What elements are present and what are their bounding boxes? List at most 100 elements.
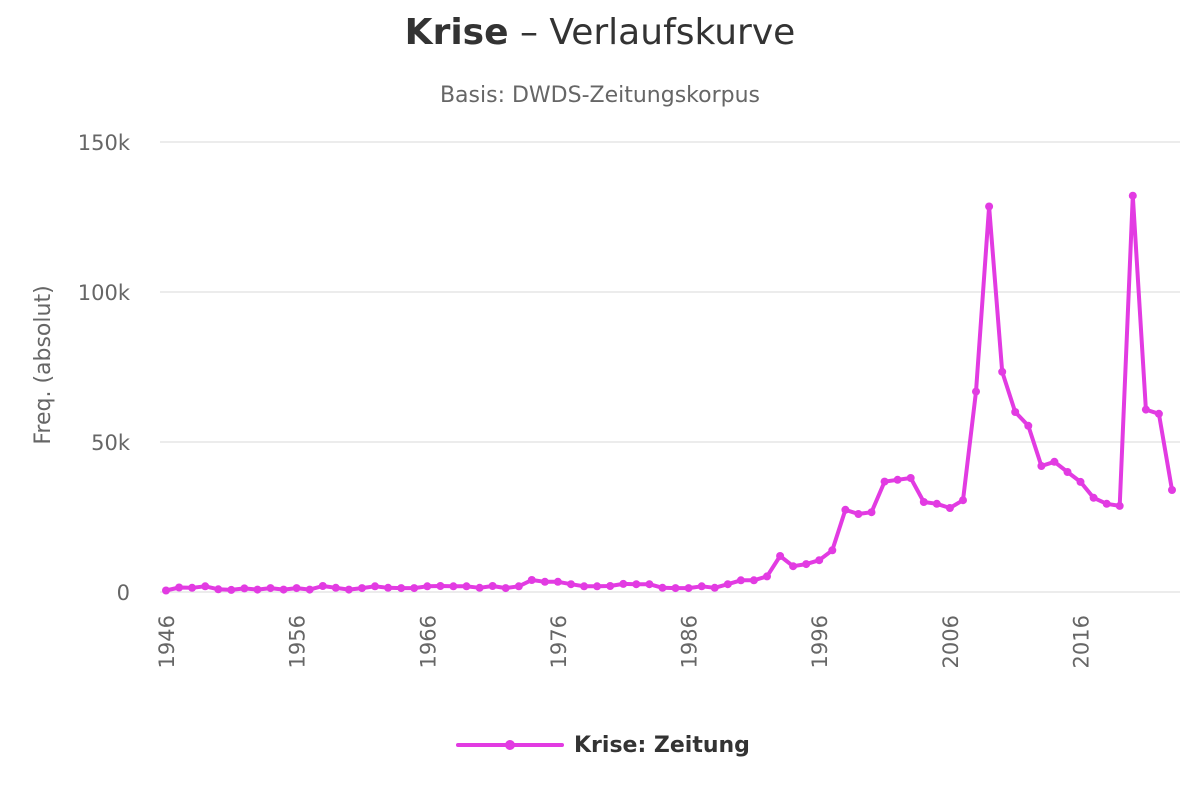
- y-tick-label: 100k: [78, 281, 131, 305]
- data-point[interactable]: [553, 577, 562, 586]
- legend-item[interactable]: Krise: Zeitung: [456, 728, 750, 762]
- data-point[interactable]: [998, 367, 1007, 376]
- y-tick-label: 50k: [91, 431, 131, 455]
- data-point[interactable]: [1050, 457, 1059, 466]
- data-point[interactable]: [1024, 421, 1033, 430]
- x-tick-label: 1946: [155, 615, 179, 668]
- y-axis-tick-labels: 0 50k 100k 150k: [78, 131, 131, 605]
- data-point[interactable]: [384, 583, 393, 592]
- data-point[interactable]: [488, 582, 497, 590]
- data-point[interactable]: [240, 584, 249, 593]
- data-point[interactable]: [1063, 468, 1072, 476]
- data-point[interactable]: [1102, 499, 1111, 508]
- y-axis-label: Freq. (absolut): [31, 285, 56, 444]
- data-point[interactable]: [697, 582, 706, 591]
- data-point[interactable]: [253, 585, 262, 594]
- x-tick-label: 1956: [286, 615, 310, 668]
- data-point[interactable]: [854, 510, 863, 518]
- grid-lines: [160, 141, 1180, 593]
- data-point[interactable]: [763, 572, 771, 581]
- data-point[interactable]: [972, 387, 980, 396]
- data-point[interactable]: [580, 582, 589, 591]
- chart-subtitle: Basis: DWDS-Zeitungskorpus: [439, 83, 761, 108]
- data-point[interactable]: [292, 584, 301, 593]
- data-point[interactable]: [1154, 409, 1163, 418]
- data-point[interactable]: [423, 582, 432, 591]
- data-point[interactable]: [540, 577, 549, 586]
- series-krise-zeitung: [162, 191, 1176, 595]
- data-point[interactable]: [684, 584, 693, 593]
- data-point[interactable]: [397, 584, 406, 593]
- x-tick-label: 2016: [1070, 615, 1094, 668]
- x-tick-label: 2006: [939, 615, 963, 668]
- data-point[interactable]: [736, 576, 745, 585]
- data-point[interactable]: [344, 585, 353, 594]
- y-tick-label: 0: [117, 581, 130, 605]
- legend: Krise: Zeitung: [0, 728, 1200, 762]
- chart-title-suffix: – Verlaufskurve: [508, 12, 796, 53]
- data-point[interactable]: [1141, 405, 1150, 414]
- data-point[interactable]: [985, 202, 994, 211]
- data-point[interactable]: [671, 584, 680, 593]
- data-point[interactable]: [632, 580, 641, 589]
- data-point[interactable]: [802, 560, 811, 569]
- series-line: [164, 193, 1174, 593]
- data-point[interactable]: [867, 508, 876, 517]
- data-point[interactable]: [201, 582, 210, 591]
- data-point[interactable]: [1076, 477, 1085, 486]
- data-point[interactable]: [279, 585, 288, 594]
- data-point[interactable]: [645, 580, 654, 589]
- data-point[interactable]: [723, 580, 732, 589]
- data-point[interactable]: [331, 583, 340, 592]
- data-point[interactable]: [1037, 462, 1046, 470]
- x-tick-label: 1986: [678, 615, 702, 668]
- data-point[interactable]: [906, 474, 915, 482]
- data-point[interactable]: [462, 582, 471, 591]
- data-point[interactable]: [227, 585, 236, 594]
- data-point[interactable]: [266, 584, 275, 593]
- data-point[interactable]: [1115, 501, 1124, 510]
- data-point[interactable]: [318, 582, 327, 590]
- data-point[interactable]: [919, 498, 928, 506]
- data-point[interactable]: [449, 582, 458, 591]
- data-point[interactable]: [606, 582, 615, 590]
- data-point[interactable]: [527, 576, 536, 584]
- data-point[interactable]: [1011, 408, 1020, 416]
- data-point[interactable]: [658, 583, 667, 592]
- data-point[interactable]: [776, 552, 785, 560]
- data-point[interactable]: [959, 496, 967, 505]
- chart-title-keyword: Krise: [404, 12, 509, 53]
- data-point[interactable]: [1128, 191, 1137, 200]
- data-point[interactable]: [815, 556, 824, 565]
- data-point[interactable]: [1089, 493, 1098, 502]
- data-point[interactable]: [893, 475, 902, 484]
- data-point[interactable]: [410, 584, 419, 593]
- data-point[interactable]: [175, 583, 184, 592]
- data-point[interactable]: [749, 576, 758, 585]
- y-tick-label: 150k: [78, 131, 131, 155]
- data-point[interactable]: [514, 582, 523, 591]
- x-tick-label: 1966: [416, 615, 440, 668]
- data-point[interactable]: [305, 585, 314, 594]
- data-point[interactable]: [371, 582, 379, 591]
- data-point[interactable]: [945, 504, 954, 512]
- data-point[interactable]: [619, 579, 628, 588]
- data-point[interactable]: [828, 546, 837, 555]
- data-point[interactable]: [162, 586, 170, 595]
- data-point[interactable]: [880, 477, 889, 486]
- data-point[interactable]: [214, 585, 223, 594]
- data-point[interactable]: [789, 562, 798, 571]
- data-point[interactable]: [188, 583, 197, 592]
- x-tick-label: 1996: [808, 615, 832, 668]
- data-point[interactable]: [475, 583, 484, 592]
- data-point[interactable]: [358, 584, 366, 593]
- data-point[interactable]: [932, 499, 941, 508]
- data-point[interactable]: [501, 584, 510, 593]
- data-point[interactable]: [841, 505, 850, 514]
- data-point[interactable]: [1168, 486, 1176, 494]
- data-point[interactable]: [593, 582, 602, 591]
- data-point[interactable]: [710, 583, 719, 592]
- data-point[interactable]: [567, 580, 575, 589]
- data-point[interactable]: [436, 582, 445, 590]
